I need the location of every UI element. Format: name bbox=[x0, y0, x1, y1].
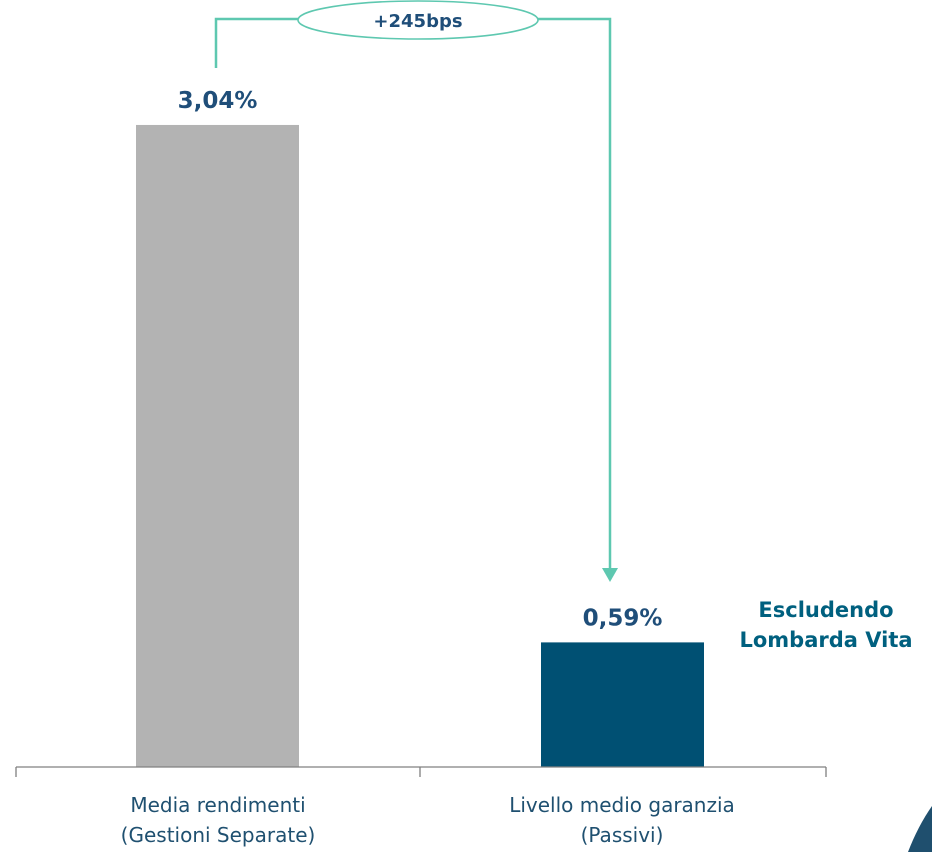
difference-badge bbox=[297, 0, 539, 40]
difference-label: +245bps bbox=[373, 11, 462, 32]
bars-group bbox=[136, 124, 704, 767]
side-note: Escludendo Lombarda Vita bbox=[739, 598, 912, 652]
value-label-2: 0,59% bbox=[583, 605, 663, 631]
category-label-1: Media rendimenti (Gestioni Separate) bbox=[121, 793, 316, 847]
value-label-1: 3,04% bbox=[178, 88, 258, 114]
bar-2 bbox=[541, 642, 704, 767]
category-label-2: Livello medio garanzia (Passivi) bbox=[509, 793, 735, 847]
labels-group: 3,04% 0,59% Media rendimenti (Gestioni Sepa… bbox=[121, 88, 913, 847]
bar-1 bbox=[136, 124, 299, 767]
difference-annotation: +245bps bbox=[214, 0, 618, 582]
corner-accent-shape bbox=[908, 806, 932, 852]
arrow-head bbox=[602, 568, 618, 582]
x-axis bbox=[15, 766, 827, 777]
